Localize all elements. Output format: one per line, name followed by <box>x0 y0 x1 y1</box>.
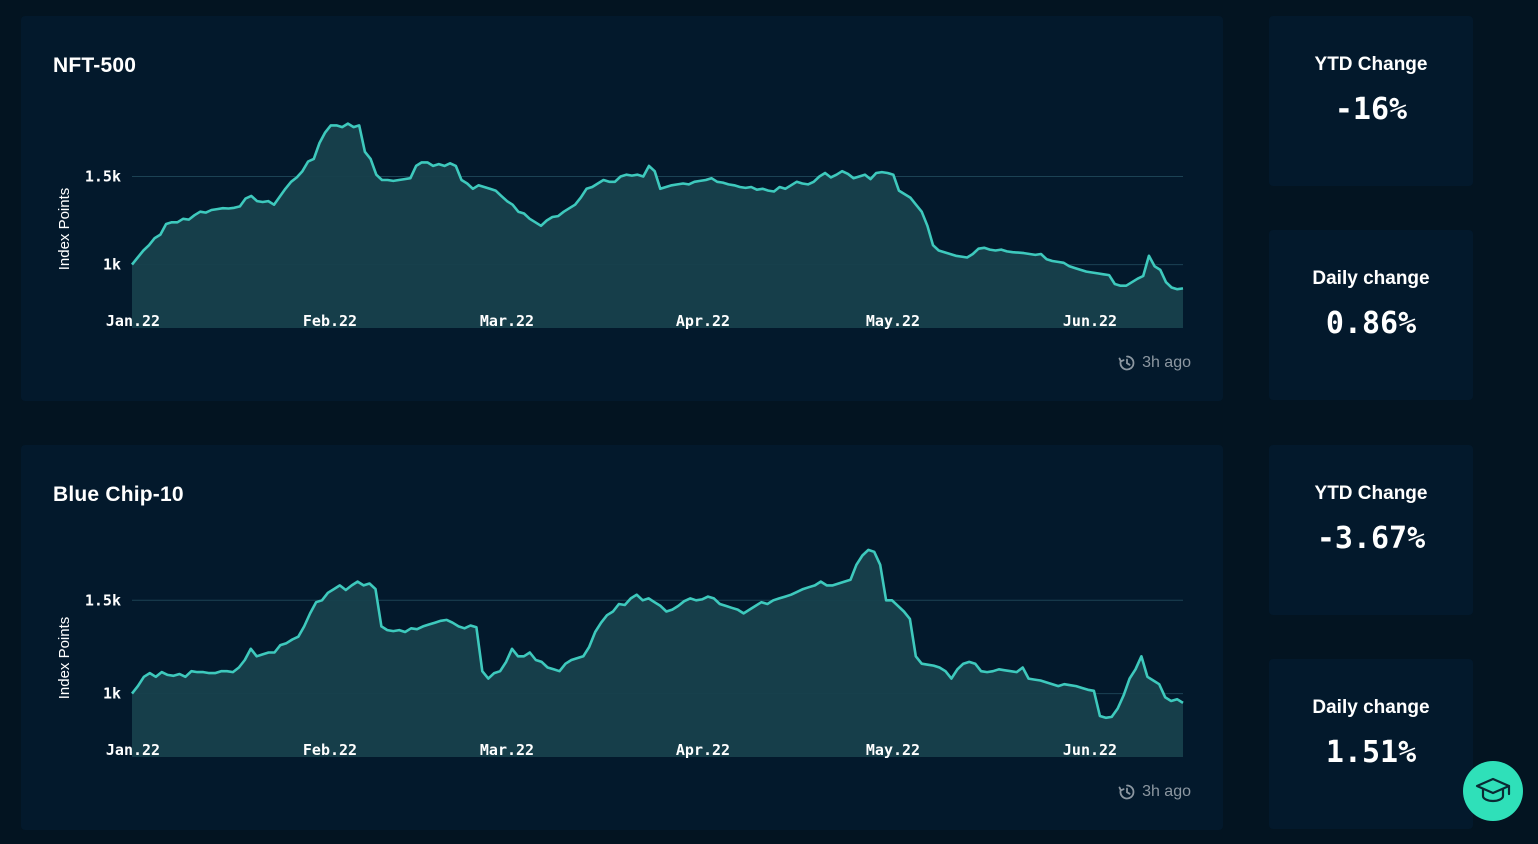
x-tick-label: Jun.22 <box>1063 741 1117 759</box>
academy-button[interactable] <box>1463 761 1523 821</box>
x-tick-label: Jan.22 <box>106 741 160 759</box>
last-updated: 3h ago <box>1118 354 1191 372</box>
y-tick-label: 1k <box>103 685 121 703</box>
series-area <box>132 123 1183 328</box>
stat-value: 1.51% <box>1325 735 1417 770</box>
last-updated-text: 3h ago <box>1142 354 1191 371</box>
stat-value: -16% <box>1334 92 1408 127</box>
x-tick-label: May.22 <box>866 312 920 330</box>
x-tick-label: Jan.22 <box>106 312 160 330</box>
blue-chip-10-chart[interactable]: 1k 1.5k Jan.22 Feb.22 Mar.22 Apr.22 May.22 Jun.… <box>21 445 1223 830</box>
nft-500-daily-card: Daily change 0.86% <box>1269 230 1473 400</box>
x-tick-label: Mar.22 <box>480 741 534 759</box>
nft-500-chart[interactable]: 1k 1.5k Jan.22 Feb.22 Mar.22 Apr.22 May.22 Jun.… <box>21 16 1223 401</box>
blue-chip-10-card: Blue Chip-10 1k 1.5k Jan.22 Feb.22 Mar.22 Apr… <box>21 445 1223 830</box>
x-tick-label: Apr.22 <box>676 312 730 330</box>
chart-title: NFT-500 <box>53 54 137 77</box>
stat-value: 0.86% <box>1325 306 1417 341</box>
stat-value: -3.67% <box>1316 521 1426 556</box>
last-updated-text: 3h ago <box>1142 783 1191 800</box>
y-tick-label: 1.5k <box>85 591 121 609</box>
blue-chip-daily-card: Daily change 1.51% <box>1269 659 1473 829</box>
series-line <box>130 548 1184 720</box>
x-tick-label: May.22 <box>866 741 920 759</box>
x-tick-label: Jun.22 <box>1063 312 1117 330</box>
history-icon <box>1118 355 1135 371</box>
y-axis-label: Index Points <box>56 188 73 271</box>
stat-label: Daily change <box>1312 268 1430 289</box>
blue-chip-ytd-card: YTD Change -3.67% <box>1269 445 1473 615</box>
x-tick-label: Mar.22 <box>480 312 534 330</box>
history-icon <box>1118 784 1135 800</box>
chart-title: Blue Chip-10 <box>53 483 184 506</box>
nft-500-ytd-card: YTD Change -16% <box>1269 16 1473 186</box>
x-tick-label: Apr.22 <box>676 741 730 759</box>
nft-500-card: NFT-500 1k 1.5k Jan.22 Feb.22 Mar.22 Apr.22 Ma… <box>21 16 1223 401</box>
last-updated: 3h ago <box>1118 783 1191 801</box>
x-tick-label: Feb.22 <box>303 741 357 759</box>
stat-label: YTD Change <box>1314 54 1428 75</box>
graduation-cap-icon <box>1475 777 1511 803</box>
series-line <box>130 122 1184 291</box>
x-tick-label: Feb.22 <box>303 312 357 330</box>
stat-label: YTD Change <box>1314 483 1428 504</box>
stat-label: Daily change <box>1312 697 1430 718</box>
y-tick-label: 1.5k <box>85 167 121 185</box>
y-tick-label: 1k <box>103 256 121 274</box>
series-area <box>132 549 1183 757</box>
y-axis-label: Index Points <box>56 617 73 700</box>
